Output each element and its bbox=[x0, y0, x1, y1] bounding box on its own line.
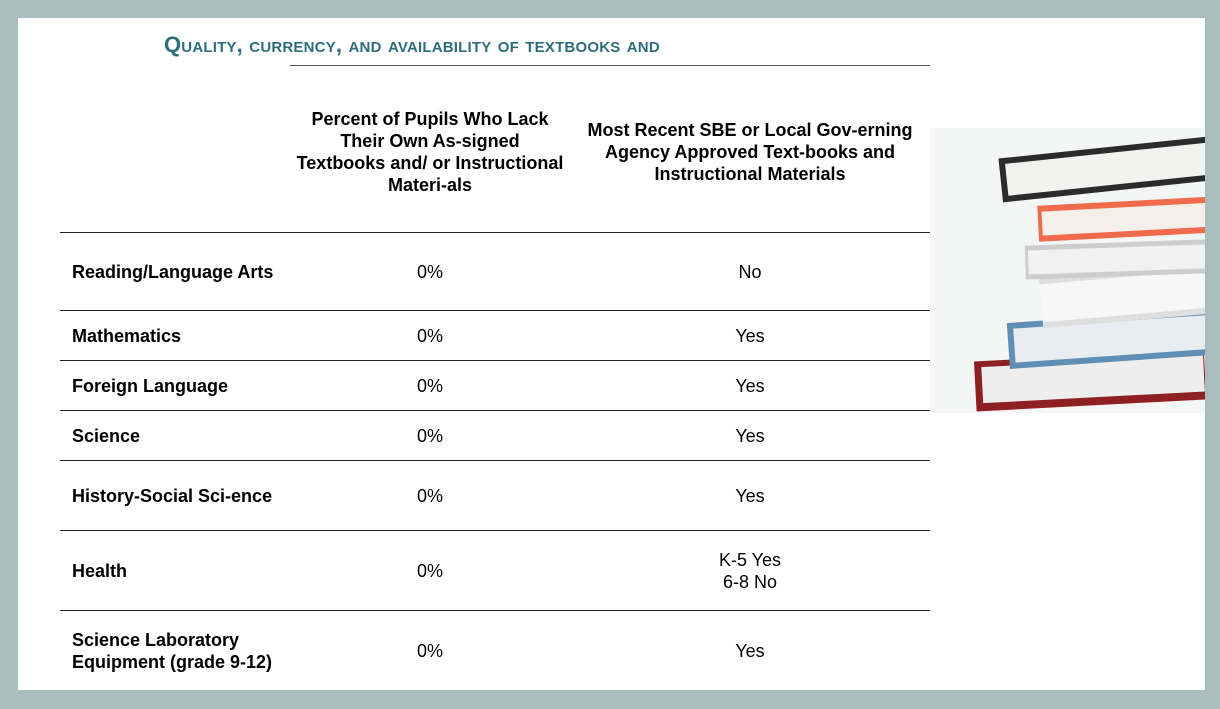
cell: 0% bbox=[290, 461, 570, 531]
title-rule bbox=[290, 65, 930, 66]
cell: Yes bbox=[570, 361, 930, 411]
title: Quality, currency, and availability of t… bbox=[164, 32, 944, 58]
textbook-table: Percent of Pupils Who Lack Their Own As-… bbox=[60, 72, 930, 690]
row-label: Mathematics bbox=[60, 311, 290, 361]
cell: 0% bbox=[290, 233, 570, 311]
cell: Yes bbox=[570, 461, 930, 531]
column-header: Percent of Pupils Who Lack Their Own As-… bbox=[290, 72, 570, 233]
cell: No bbox=[570, 233, 930, 311]
corner bbox=[60, 72, 290, 233]
header-row: Percent of Pupils Who Lack Their Own As-… bbox=[60, 72, 930, 233]
cell: Yes bbox=[570, 311, 930, 361]
cell: 0% bbox=[290, 611, 570, 691]
column-header: Most Recent SBE or Local Gov-erning Agen… bbox=[570, 72, 930, 233]
row-label: Science Laboratory Equipment (grade 9-12… bbox=[60, 611, 290, 691]
sheet: Quality, currency, and availability of t… bbox=[18, 18, 1205, 690]
row-label: Reading/Language Arts bbox=[60, 233, 290, 311]
cell: 0% bbox=[290, 311, 570, 361]
table-row: Science Laboratory Equipment (grade 9-12… bbox=[60, 611, 930, 691]
cell: Yes bbox=[570, 611, 930, 691]
cell: K-5 Yes 6-8 No bbox=[570, 531, 930, 611]
books-image bbox=[930, 128, 1205, 413]
cell: 0% bbox=[290, 361, 570, 411]
page: {"header": {"title": "Quality, currency,… bbox=[0, 0, 1220, 709]
row-label: Foreign Language bbox=[60, 361, 290, 411]
row-label: Health bbox=[60, 531, 290, 611]
cell: 0% bbox=[290, 411, 570, 461]
row-label: History-Social Sci-ence bbox=[60, 461, 290, 531]
row-label: Science bbox=[60, 411, 290, 461]
cell: Yes bbox=[570, 411, 930, 461]
cell: 0% bbox=[290, 531, 570, 611]
